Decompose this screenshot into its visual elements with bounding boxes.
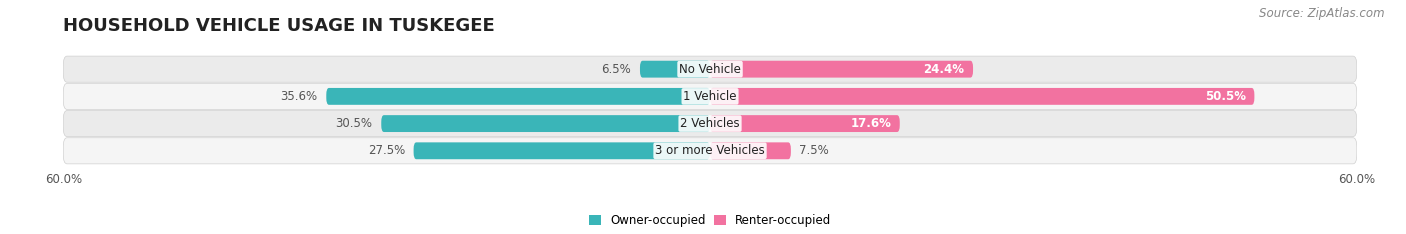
- Text: 24.4%: 24.4%: [924, 63, 965, 76]
- FancyBboxPatch shape: [710, 61, 973, 78]
- Text: 3 or more Vehicles: 3 or more Vehicles: [655, 144, 765, 157]
- FancyBboxPatch shape: [413, 142, 710, 159]
- FancyBboxPatch shape: [63, 138, 1357, 164]
- Text: 27.5%: 27.5%: [368, 144, 405, 157]
- Legend: Owner-occupied, Renter-occupied: Owner-occupied, Renter-occupied: [589, 214, 831, 227]
- FancyBboxPatch shape: [710, 142, 790, 159]
- Text: 17.6%: 17.6%: [851, 117, 891, 130]
- FancyBboxPatch shape: [381, 115, 710, 132]
- Text: Source: ZipAtlas.com: Source: ZipAtlas.com: [1260, 7, 1385, 20]
- FancyBboxPatch shape: [63, 110, 1357, 137]
- Text: No Vehicle: No Vehicle: [679, 63, 741, 76]
- Text: 7.5%: 7.5%: [800, 144, 830, 157]
- Text: 6.5%: 6.5%: [602, 63, 631, 76]
- Text: 30.5%: 30.5%: [336, 117, 373, 130]
- FancyBboxPatch shape: [710, 115, 900, 132]
- FancyBboxPatch shape: [326, 88, 710, 105]
- Text: 50.5%: 50.5%: [1205, 90, 1246, 103]
- FancyBboxPatch shape: [640, 61, 710, 78]
- FancyBboxPatch shape: [710, 88, 1254, 105]
- Text: 1 Vehicle: 1 Vehicle: [683, 90, 737, 103]
- Text: 35.6%: 35.6%: [281, 90, 318, 103]
- Text: HOUSEHOLD VEHICLE USAGE IN TUSKEGEE: HOUSEHOLD VEHICLE USAGE IN TUSKEGEE: [63, 17, 495, 35]
- Text: 2 Vehicles: 2 Vehicles: [681, 117, 740, 130]
- FancyBboxPatch shape: [63, 83, 1357, 110]
- FancyBboxPatch shape: [63, 56, 1357, 82]
